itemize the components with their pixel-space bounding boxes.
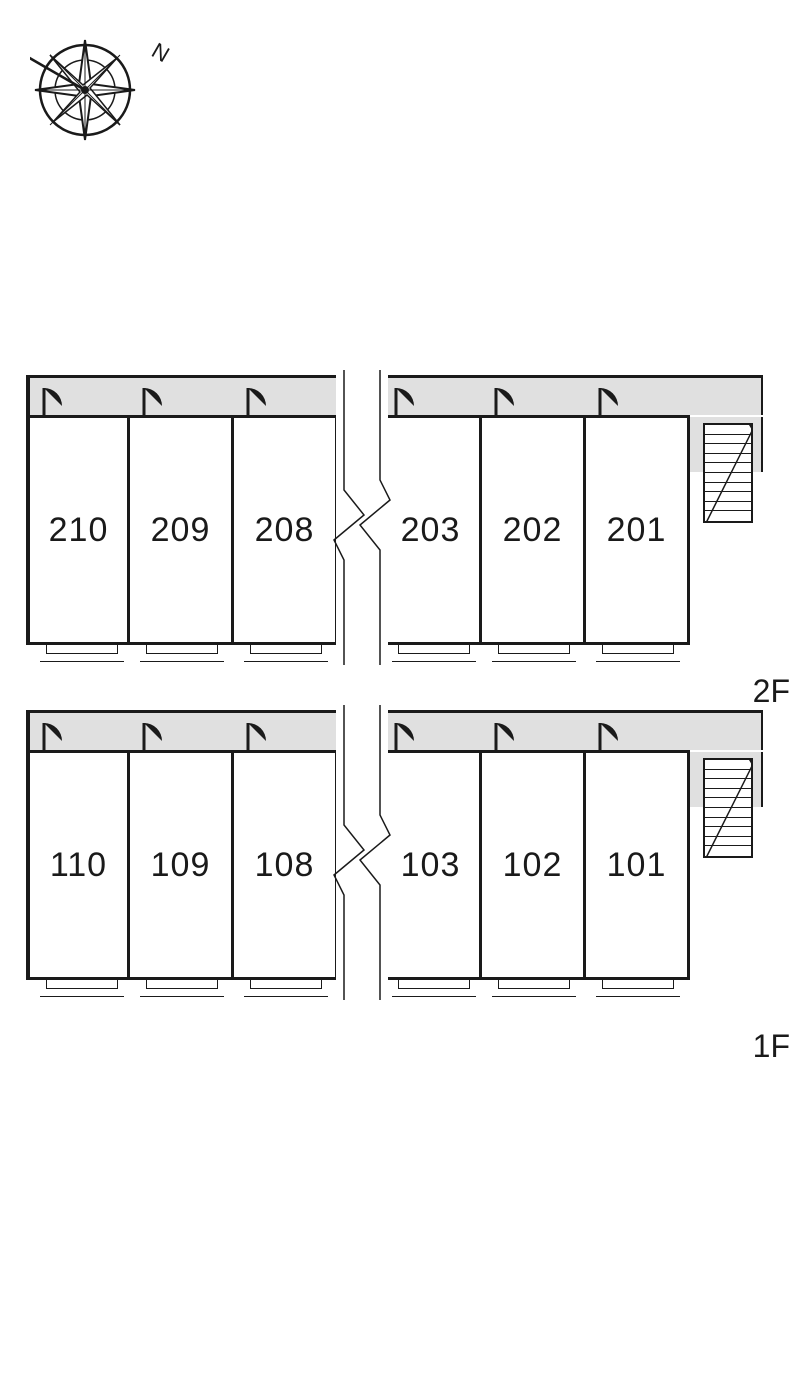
door-icon [246,378,268,418]
floor-1-plan: 110 109 108 103 [20,710,780,1000]
unit-102: 102 [482,750,586,980]
unit-label: 110 [50,846,107,885]
unit-101: 101 [586,750,690,980]
floor-label-1f: 1F [753,1028,790,1065]
compass-icon: N [30,20,200,155]
balcony-icon [46,979,118,989]
door-icon [494,713,516,753]
unit-label: 201 [607,511,667,550]
unit-108: 108 [234,750,338,980]
break-mark-icon [326,370,398,660]
corridor-right-2f [378,375,763,415]
balcony-icon [146,644,218,654]
unit-label: 109 [151,846,211,885]
break-mark-icon [326,705,398,995]
unit-210: 210 [26,415,130,645]
staircase-2f [703,423,753,523]
unit-label: 102 [503,846,563,885]
units-right-2f: 203 202 201 [378,415,690,645]
balcony-icon [602,979,674,989]
unit-109: 109 [130,750,234,980]
balcony-icon [250,979,322,989]
unit-label: 101 [607,846,667,885]
door-icon [246,713,268,753]
balcony-icon [398,979,470,989]
compass-north-label: N [148,38,174,68]
balcony-icon [146,979,218,989]
door-icon [598,713,620,753]
balcony-icon [498,979,570,989]
units-left-1f: 110 109 108 [26,750,338,980]
door-icon [42,713,64,753]
unit-202: 202 [482,415,586,645]
unit-label: 108 [255,846,315,885]
corridor-left-2f [26,375,342,415]
unit-label: 209 [151,511,211,550]
floor-label-2f: 2F [753,673,790,710]
corridor-left-1f [26,710,342,750]
balcony-icon [398,644,470,654]
unit-201: 201 [586,415,690,645]
door-icon [42,378,64,418]
unit-label: 103 [401,846,461,885]
unit-110: 110 [26,750,130,980]
corridor-right-1f [378,710,763,750]
door-icon [142,378,164,418]
unit-label: 202 [503,511,563,550]
floor-2-plan: 210 209 208 203 [20,375,780,665]
unit-label: 203 [401,511,461,550]
balcony-icon [46,644,118,654]
balcony-icon [250,644,322,654]
staircase-1f [703,758,753,858]
units-left-2f: 210 209 208 [26,415,338,645]
units-right-1f: 103 102 101 [378,750,690,980]
door-icon [494,378,516,418]
balcony-icon [602,644,674,654]
unit-208: 208 [234,415,338,645]
unit-label: 208 [255,511,315,550]
door-icon [142,713,164,753]
balcony-icon [498,644,570,654]
unit-label: 210 [49,511,109,550]
unit-209: 209 [130,415,234,645]
door-icon [598,378,620,418]
